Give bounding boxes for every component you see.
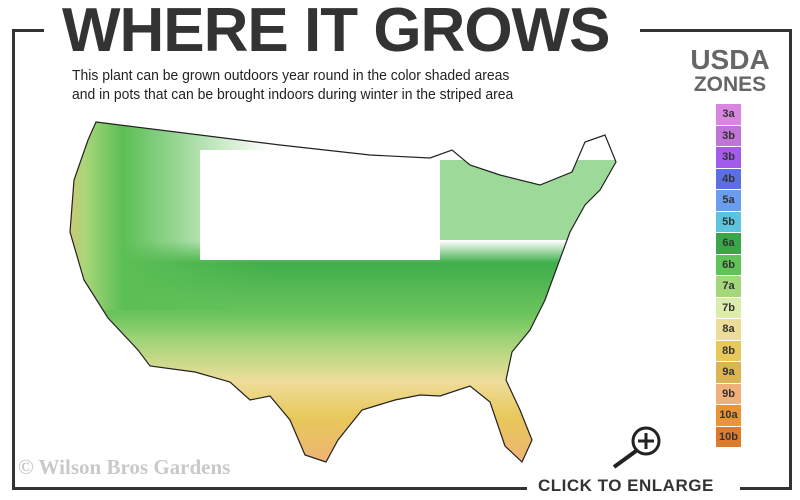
legend-zone-10a: 10a bbox=[716, 405, 741, 426]
legend-zone-6a: 6a bbox=[716, 233, 741, 254]
watermark: © Wilson Bros Gardens bbox=[18, 455, 231, 479]
frame-top-left bbox=[12, 29, 44, 32]
legend-zone-9b: 9b bbox=[716, 383, 741, 404]
legend-zone-8b: 8b bbox=[716, 340, 741, 361]
zone-legend: 3a 3b 3b 4b 5a 5b 6a 6b 7a 7b 8a 8b 9a 9b 10a 10b bbox=[716, 104, 741, 448]
subtitle-line-1: This plant can be grown outdoors year ro… bbox=[72, 67, 510, 84]
magnify-plus-icon[interactable] bbox=[610, 423, 666, 471]
frame-left bbox=[12, 29, 15, 490]
legend-title-line-1: USDA bbox=[690, 44, 770, 75]
legend-zone-3a: 3a bbox=[716, 104, 741, 125]
frame-right bbox=[789, 29, 792, 490]
frame-bottom-left bbox=[12, 487, 527, 490]
legend-zone-3b: 3b bbox=[716, 125, 741, 146]
legend-zone-10b: 10b bbox=[716, 426, 741, 447]
frame-top-right bbox=[640, 29, 792, 32]
legend-zone-3b: 3b bbox=[716, 147, 741, 168]
frame-bottom-right bbox=[740, 487, 792, 490]
legend-zone-5a: 5a bbox=[716, 190, 741, 211]
legend-zone-7a: 7a bbox=[716, 276, 741, 297]
page-title: WHERE IT GROWS bbox=[62, 0, 610, 65]
legend-zone-6b: 6b bbox=[716, 254, 741, 275]
subtitle-line-2: and in pots that can be brought indoors … bbox=[72, 86, 514, 103]
legend-title: USDA ZONES bbox=[680, 46, 780, 96]
legend-zone-4b: 4b bbox=[716, 168, 741, 189]
legend-zone-7b: 7b bbox=[716, 297, 741, 318]
legend-zone-5b: 5b bbox=[716, 211, 741, 232]
subtitle: This plant can be grown outdoors year ro… bbox=[72, 66, 513, 104]
legend-zone-9a: 9a bbox=[716, 362, 741, 383]
click-to-enlarge-button[interactable]: CLICK TO ENLARGE bbox=[538, 476, 714, 495]
legend-title-line-2: ZONES bbox=[693, 73, 767, 96]
legend-zone-8a: 8a bbox=[716, 319, 741, 340]
